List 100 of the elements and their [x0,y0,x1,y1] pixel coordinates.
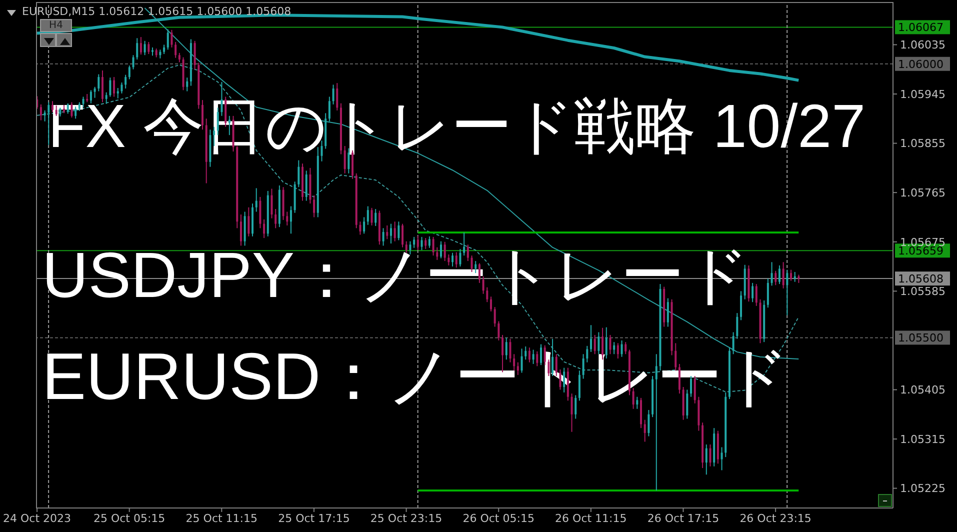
candlestick [298,160,300,188]
candlestick [709,444,712,467]
x-tick-label: 25 Oct 17:15 [278,512,350,525]
candlestick [666,298,669,328]
candlestick [313,194,316,218]
x-tick-label: 25 Oct 23:15 [370,512,442,525]
candlestick [94,86,96,98]
candlestick [128,65,130,80]
candlestick [720,446,723,471]
candlestick [359,221,362,236]
timeframe-button: H4 [40,19,72,32]
candlestick [370,207,373,226]
candlestick [248,206,250,237]
candlestick [644,419,646,442]
y-tick-label: 1.05225 [900,482,946,496]
candlestick [498,320,500,341]
y-tick-label: 1.05315 [900,432,946,446]
candlestick [482,276,484,294]
y-tick-label: 1.05585 [900,285,946,298]
y-tick-label: 1.05405 [900,384,946,397]
candlestick [394,221,396,242]
candlestick [774,270,777,286]
candlestick [366,206,369,226]
candlestick [148,41,150,55]
candlestick [386,224,388,240]
candlestick [513,354,516,372]
candlestick [98,74,100,92]
y-tick-label: 1.05945 [900,88,946,101]
candlestick [732,332,734,355]
candlestick [755,284,758,306]
x-tick-label: 26 Oct 05:15 [462,512,534,525]
candlestick [509,338,512,363]
candlestick [420,236,423,251]
y-tick-label: 1.05855 [900,137,946,150]
candlestick [202,100,204,130]
candlestick [305,170,308,202]
candlestick [416,235,419,251]
x-tick-label: 25 Oct 05:15 [93,512,166,525]
candlestick [290,206,292,234]
candlestick [55,105,58,116]
candlestick [786,269,788,316]
candlestick [770,262,773,286]
candlestick [40,104,42,121]
ref-line-label: 1.06067 [898,21,944,34]
candlestick [398,221,400,241]
candlestick [109,77,112,98]
candlestick [163,44,166,55]
candlestick [766,278,769,308]
candlestick [194,40,196,70]
candlestick [778,264,780,285]
candlestick [144,40,146,56]
candlestick [120,82,123,94]
candlestick [440,240,442,259]
candlestick [186,77,188,92]
candlestick [448,254,450,266]
candlestick [436,246,438,260]
candlestick [90,90,92,104]
candlestick [51,100,54,113]
candlestick [455,252,458,268]
candlestick [48,102,50,146]
candlestick [382,228,384,246]
candlestick [428,236,430,248]
y-tick-label: 1.05765 [900,186,946,200]
candlestick [505,337,508,360]
candlestick [270,188,273,219]
candlestick [178,52,180,63]
candlestick [494,306,496,328]
candlestick [432,236,434,256]
candlestick [105,92,108,104]
candlestick [101,70,104,103]
candlestick [240,214,242,246]
candlestick [409,240,412,255]
candlestick [736,312,738,340]
candlestick [274,208,277,229]
candlestick [790,269,792,282]
candlestick [374,208,377,226]
candlestick [259,196,262,229]
candlestick [228,115,230,136]
candlestick [286,211,288,226]
x-tick-label: 26 Oct 11:15 [555,512,627,525]
candlestick [44,110,46,122]
candlestick [390,223,392,244]
x-tick-label: 26 Oct 23:15 [740,512,812,525]
candlestick [166,28,169,50]
candlestick [170,29,173,48]
x-tick-label: 26 Oct 17:15 [647,512,720,525]
candlestick [216,107,219,136]
y-tick-label: 1.06035 [900,38,946,52]
candlestick [124,74,127,90]
candlestick [413,236,416,248]
candlestick [490,296,492,312]
candlestick [255,188,258,212]
candlestick [705,444,708,476]
candlestick [74,106,77,120]
candlestick [174,41,177,58]
candlestick [466,244,469,262]
candlestick [782,262,784,289]
ref-line-label: 1.06000 [898,58,944,71]
x-tick-label: 25 Oct 11:15 [186,512,258,525]
candlestick [213,126,216,147]
